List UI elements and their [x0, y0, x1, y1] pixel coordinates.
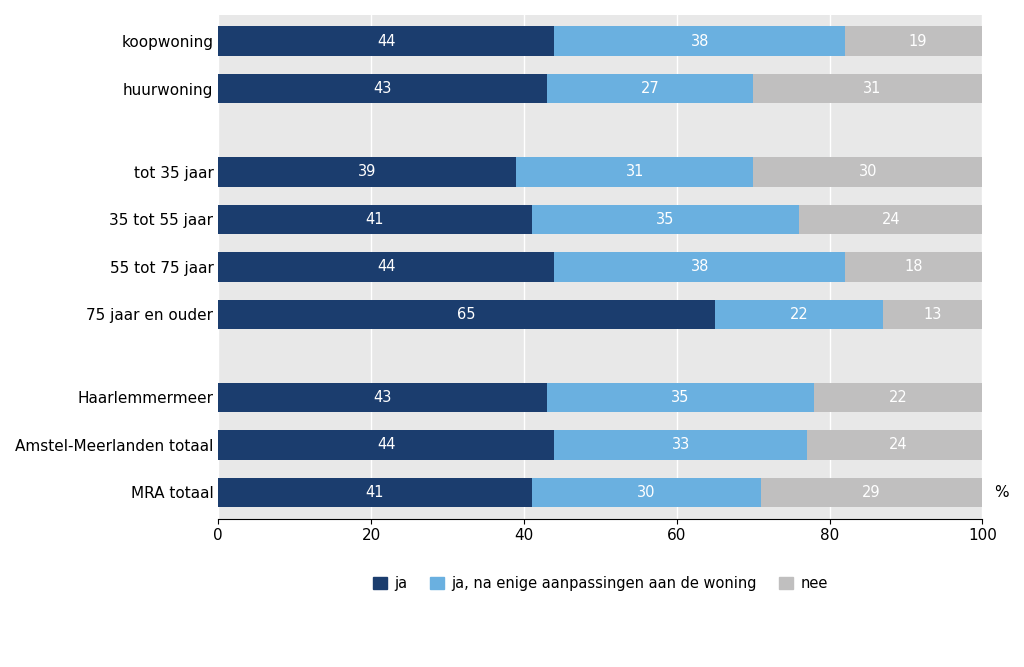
Text: 33: 33: [672, 438, 690, 452]
Text: 30: 30: [637, 485, 655, 500]
Text: 38: 38: [690, 259, 709, 274]
Text: 44: 44: [377, 33, 395, 49]
Text: 22: 22: [889, 390, 908, 405]
Bar: [218, 383, 547, 412]
Text: 30: 30: [858, 164, 878, 179]
Text: 24: 24: [889, 438, 907, 452]
Bar: [883, 299, 982, 329]
Bar: [845, 252, 982, 281]
Bar: [555, 27, 845, 56]
Bar: [516, 157, 754, 187]
Text: 29: 29: [862, 485, 881, 500]
Bar: [218, 205, 531, 234]
Bar: [218, 27, 555, 56]
Bar: [845, 27, 990, 56]
Legend: ja, ja, na enige aanpassingen aan de woning, nee: ja, ja, na enige aanpassingen aan de won…: [367, 570, 834, 597]
Text: 19: 19: [908, 33, 927, 49]
Bar: [218, 299, 715, 329]
Bar: [547, 383, 814, 412]
Text: 43: 43: [374, 81, 392, 96]
Bar: [218, 478, 531, 507]
Bar: [547, 74, 754, 103]
Bar: [531, 205, 799, 234]
Text: 43: 43: [374, 390, 392, 405]
Bar: [754, 74, 990, 103]
Text: 38: 38: [690, 33, 709, 49]
Bar: [799, 205, 982, 234]
Text: 35: 35: [672, 390, 690, 405]
Text: 27: 27: [641, 81, 659, 96]
Bar: [807, 430, 990, 460]
Text: 41: 41: [366, 485, 384, 500]
Text: 13: 13: [924, 307, 942, 321]
Bar: [555, 430, 807, 460]
Text: 35: 35: [656, 212, 675, 227]
Text: 44: 44: [377, 259, 395, 274]
Text: %: %: [994, 485, 1009, 500]
Bar: [761, 478, 982, 507]
Text: 24: 24: [882, 212, 900, 227]
Bar: [218, 430, 555, 460]
Bar: [555, 252, 845, 281]
Text: 44: 44: [377, 438, 395, 452]
Text: 31: 31: [626, 164, 644, 179]
Bar: [218, 157, 516, 187]
Bar: [531, 478, 761, 507]
Text: 22: 22: [790, 307, 808, 321]
Text: 18: 18: [904, 259, 923, 274]
Text: 65: 65: [458, 307, 476, 321]
Text: 31: 31: [862, 81, 881, 96]
Bar: [814, 383, 982, 412]
Text: 41: 41: [366, 212, 384, 227]
Bar: [754, 157, 982, 187]
Text: 39: 39: [358, 164, 377, 179]
Bar: [715, 299, 883, 329]
Bar: [218, 74, 547, 103]
Bar: [218, 252, 555, 281]
